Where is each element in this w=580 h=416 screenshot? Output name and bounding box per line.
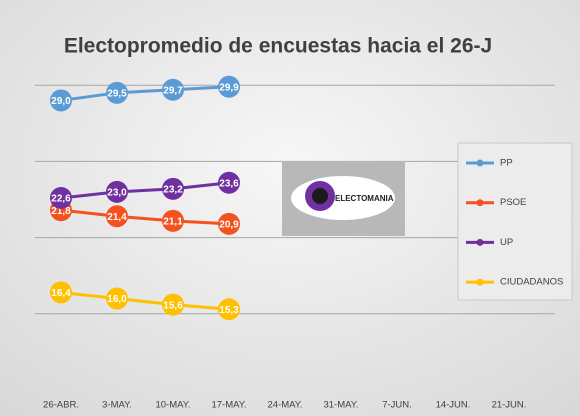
x-tick-label: 10-MAY. — [155, 400, 190, 411]
legend-marker — [476, 199, 484, 207]
point — [218, 171, 240, 194]
series-line — [60, 290, 230, 311]
data-label: 16,0 — [107, 294, 127, 305]
legend-label: UP — [500, 237, 513, 248]
point — [162, 209, 184, 232]
x-tick-label: 31-MAY. — [323, 400, 358, 411]
data-label: 29,7 — [163, 85, 183, 96]
series-line — [60, 85, 230, 102]
data-label: 29,0 — [51, 96, 71, 107]
data-label: 23,6 — [219, 178, 239, 189]
legend-label: CIUDADANOS — [500, 277, 563, 288]
data-label: 23,2 — [163, 184, 183, 195]
series-line — [60, 208, 230, 226]
legend-label: PSOE — [500, 197, 526, 208]
point — [106, 81, 128, 104]
point — [50, 89, 72, 112]
data-label: 22,6 — [51, 194, 71, 205]
point — [106, 287, 128, 310]
point — [218, 212, 240, 235]
point — [162, 293, 184, 316]
point — [218, 75, 240, 98]
x-tick-label: 21-JUN. — [492, 400, 527, 411]
logo-icon-center — [312, 188, 328, 204]
point — [50, 186, 72, 209]
point — [218, 298, 240, 321]
legend — [457, 142, 573, 301]
point — [106, 180, 128, 203]
x-tick-label: 7-JUN. — [382, 400, 412, 411]
legend-marker — [476, 238, 484, 246]
point — [162, 78, 184, 101]
data-label: 29,9 — [219, 82, 239, 93]
legend-label: PP — [500, 158, 513, 169]
logo-text: ELECTOMANIA — [335, 194, 394, 203]
x-tick-label: 24-MAY. — [267, 400, 302, 411]
x-tick-label: 26-ABR. — [43, 400, 79, 411]
data-label: 15,6 — [163, 300, 183, 311]
data-label: 20,9 — [219, 220, 239, 231]
data-label: 23,0 — [107, 188, 127, 199]
point — [50, 281, 72, 304]
series-line — [60, 181, 230, 200]
data-label: 21,8 — [51, 206, 71, 217]
chart-title: Electopromedio de encuestas hacia el 26-… — [64, 35, 492, 58]
data-label: 16,4 — [51, 288, 71, 299]
point — [106, 205, 128, 228]
data-label: 15,3 — [219, 305, 239, 316]
x-tick-label: 3-MAY. — [102, 400, 132, 411]
legend-marker — [476, 278, 484, 286]
data-label: 29,5 — [107, 88, 127, 99]
x-tick-label: 14-JUN. — [436, 400, 471, 411]
data-label: 21,1 — [163, 216, 183, 227]
legend-marker — [476, 159, 484, 167]
point — [162, 177, 184, 200]
logo: ELECTOMANIA — [282, 161, 405, 236]
data-label: 21,4 — [107, 212, 127, 223]
x-tick-label: 17-MAY. — [211, 400, 246, 411]
